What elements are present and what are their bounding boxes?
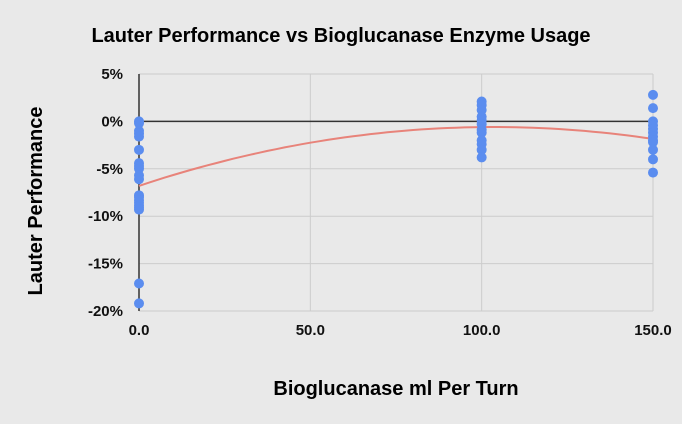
y-axis-label: Lauter Performance [25, 107, 47, 296]
data-point [648, 154, 658, 165]
y-tick-label: -15% [88, 256, 123, 273]
x-tick-label: 100.0 [463, 322, 501, 339]
x-tick-label: 50.0 [296, 322, 325, 339]
y-tick-label: 5% [101, 66, 123, 83]
data-point [134, 144, 144, 155]
data-point [134, 131, 144, 142]
data-point [134, 118, 144, 129]
data-point [648, 167, 658, 178]
y-tick-label: -10% [88, 208, 123, 225]
data-point [476, 144, 487, 155]
x-tick-label: 0.0 [129, 322, 150, 339]
data-point [134, 278, 144, 289]
data-point [134, 204, 144, 215]
trendline-layer [138, 126, 654, 187]
data-point [134, 174, 144, 185]
y-tick-label: -20% [88, 303, 123, 320]
x-tick-label: 150.0 [634, 322, 672, 339]
data-point [648, 137, 658, 148]
tick-labels: 5% 0% -5% -10% -15% -20% 0.0 50.0 100.0 150.0 [88, 66, 672, 339]
data-point [648, 89, 658, 100]
data-point [476, 127, 487, 138]
data-point [648, 144, 658, 155]
y-tick-label: 0% [101, 113, 123, 130]
trendline [138, 126, 654, 187]
y-tick-label: -5% [96, 161, 123, 178]
data-point [134, 298, 144, 309]
data-point [476, 152, 487, 163]
data-points [134, 89, 658, 309]
axes [138, 74, 653, 311]
x-axis-label: Bioglucanase ml Per Turn [273, 378, 518, 400]
grid [139, 73, 654, 312]
chart-title: Lauter Performance vs Bioglucanase Enzym… [91, 25, 590, 47]
data-point [648, 103, 658, 114]
